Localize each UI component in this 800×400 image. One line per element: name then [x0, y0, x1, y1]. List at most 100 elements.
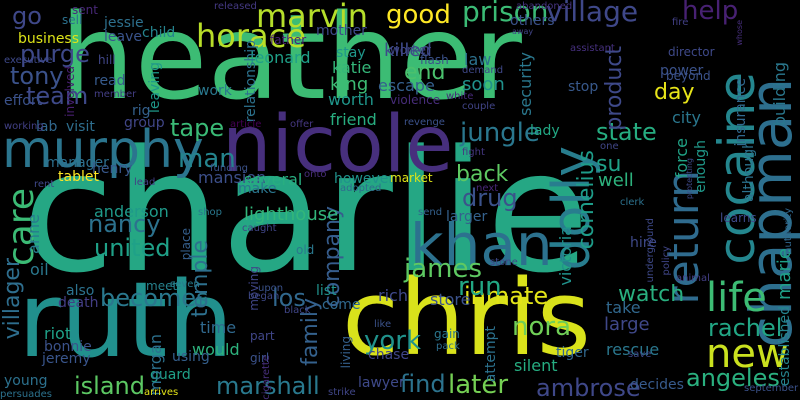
word-september: september	[744, 383, 799, 394]
word-jungle: jungle	[460, 118, 540, 148]
word-rich: rich	[378, 286, 408, 305]
word-angeles: angeles	[686, 364, 780, 392]
word-end: end	[404, 60, 446, 85]
word-fight: fight	[462, 147, 485, 158]
word-decides: decides	[630, 377, 684, 393]
word-oil: oil	[30, 260, 49, 279]
word-run: run	[458, 272, 502, 302]
word-charlie: charlie	[22, 114, 590, 310]
word-product: product	[602, 46, 627, 131]
word-save: save	[628, 349, 652, 360]
word-jeremy: jeremy	[42, 351, 91, 367]
word-hire: hire	[630, 235, 657, 251]
word-leonard: leonard	[250, 48, 311, 67]
word-take: take	[606, 298, 641, 317]
word-security: security	[516, 52, 535, 116]
word-gain: gain	[434, 327, 460, 341]
word-flash: flash	[420, 53, 449, 67]
word-tablet: tablet	[58, 169, 99, 185]
word-would: would	[192, 340, 240, 359]
word-death: death	[58, 295, 99, 311]
word-guard: guard	[150, 367, 191, 383]
word-list: list	[316, 283, 337, 299]
word-tiger: tiger	[556, 345, 589, 361]
word-drug: drug	[462, 184, 518, 212]
word-worker: worker	[390, 43, 431, 57]
word-group: group	[124, 115, 165, 131]
word-several: several	[244, 170, 303, 189]
word-member: member	[94, 89, 137, 100]
word-white: white	[446, 91, 474, 102]
word-nicole: nicole	[222, 100, 454, 190]
word-offer: offer	[290, 119, 314, 130]
word-animal: animal	[676, 273, 710, 284]
word-one: one	[600, 141, 619, 152]
word-manager: manager	[46, 155, 109, 171]
word-old: old	[296, 243, 315, 257]
word-relationship: relationship	[243, 40, 259, 123]
word-purge: purge	[20, 40, 90, 68]
word-soon: soon	[462, 74, 505, 95]
word-back: back	[456, 162, 509, 187]
word-tony: tony	[10, 62, 64, 90]
word-although: although	[741, 140, 757, 203]
word-protecting: protecting	[685, 158, 694, 200]
word-worth: worth	[328, 90, 374, 109]
word-power: power	[660, 63, 704, 79]
word-mother: mother	[316, 23, 367, 39]
word-pack: pack	[436, 341, 460, 352]
word-working: working	[4, 121, 44, 132]
word-girl: girl	[250, 351, 270, 365]
word-lawyer: lawyer	[358, 375, 405, 391]
word-building: building	[770, 62, 789, 127]
word-chase: chase	[368, 347, 410, 363]
word-couple: couple	[462, 101, 496, 112]
word-stop: stop	[568, 79, 599, 95]
word-large: large	[604, 314, 650, 335]
word-black: black	[284, 305, 311, 316]
word-jessie: jessie	[104, 15, 144, 31]
word-york: york	[364, 326, 422, 356]
word-adopted: adopted	[340, 183, 382, 194]
word-whose: whose	[735, 20, 744, 46]
word-also: also	[66, 283, 95, 299]
word-attempt: attempt	[483, 326, 499, 383]
word-new: new	[706, 331, 789, 377]
word-inmate: inmate	[464, 282, 549, 310]
word-authority: authority	[783, 208, 794, 254]
word-victoria: victoria	[556, 226, 575, 286]
word-living: living	[339, 336, 353, 369]
word-persuades: persuades	[0, 389, 52, 400]
word-later: later	[448, 370, 509, 400]
word-anderson: anderson	[94, 202, 169, 221]
word-enough: enough	[693, 140, 709, 193]
word-article: article	[230, 119, 262, 130]
word-marvin: marvin	[256, 0, 369, 35]
word-beyond: beyond	[666, 69, 711, 83]
word-rachel: rachel	[708, 314, 783, 342]
word-violence: violence	[390, 93, 441, 107]
word-lady: lady	[530, 123, 560, 139]
word-henry: henry	[92, 161, 133, 177]
word-los: los	[272, 284, 306, 312]
word-cigarette: cigarette	[261, 355, 272, 400]
word-island: island	[74, 372, 145, 400]
word-rescue: rescue	[606, 340, 660, 359]
word-stay: stay	[336, 45, 366, 61]
word-funding: funding	[210, 163, 249, 174]
word-united: united	[94, 234, 171, 262]
word-insurance: insurance	[733, 78, 749, 147]
word-executive: executive	[4, 55, 53, 66]
word-marie: marie	[774, 248, 795, 301]
word-store: store	[430, 290, 471, 309]
word-village: village	[546, 0, 639, 28]
word-james: james	[404, 254, 483, 284]
word-began: began	[248, 291, 280, 302]
word-ambrose: ambrose	[536, 374, 641, 400]
word-watch: watch	[618, 282, 685, 307]
word-man: man	[178, 144, 236, 174]
word-villager: villager	[0, 258, 25, 340]
word-team: team	[26, 82, 89, 110]
word-time: time	[200, 318, 237, 337]
